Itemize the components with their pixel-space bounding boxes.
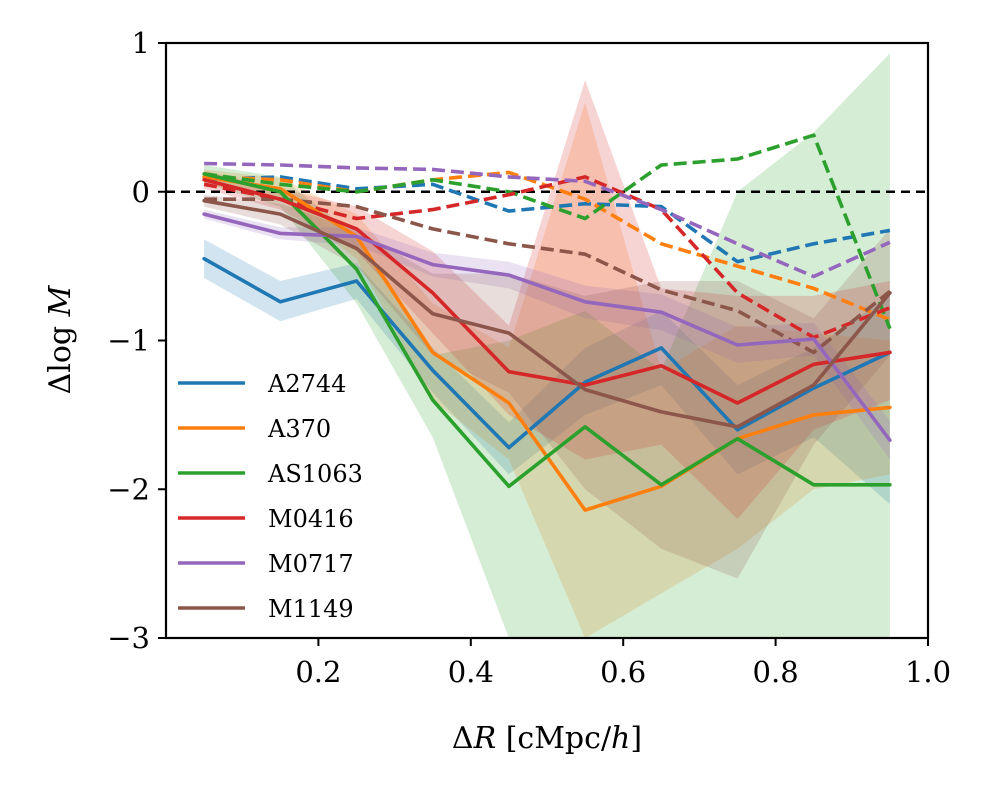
x-axis-title: ΔR [cMpc/h] <box>452 721 642 756</box>
dashed-series-layer <box>203 133 892 355</box>
dashed-line-m0717 <box>204 161 891 279</box>
x-title-delta: Δ <box>452 721 474 756</box>
band-m1149 <box>204 194 890 579</box>
band-m0717 <box>204 209 890 460</box>
y-tick-label: −1 <box>107 324 150 358</box>
x-tick-label: 0.8 <box>753 655 799 689</box>
dashed-line-a2744 <box>204 175 891 264</box>
legend-label-a2744: A2744 <box>267 370 346 398</box>
solid-line-m0717 <box>202 212 892 443</box>
y-tick-label: 0 <box>132 175 150 209</box>
y-tick-label: −2 <box>107 472 150 506</box>
y-tick-label: 1 <box>132 26 150 60</box>
x-title-close: ] <box>630 721 642 756</box>
y-title-space <box>43 316 78 326</box>
dashed-line-m1149 <box>204 197 892 355</box>
band-as1063 <box>204 53 890 638</box>
legend: A2744 A370 AS1063 M0416 M0717 M1149 <box>178 370 363 623</box>
band-a370 <box>204 102 890 638</box>
solid-line-m1149 <box>202 198 892 429</box>
y-axis-ticks: −3 −2 −1 0 1 <box>107 26 166 655</box>
solid-line-m0416 <box>202 178 892 405</box>
legend-label-as1063: AS1063 <box>267 460 363 488</box>
y-axis-title: Δlog M <box>43 284 78 394</box>
dashed-line-m0416 <box>203 175 891 340</box>
x-tick-label: 0.4 <box>448 655 494 689</box>
legend-label-m0416: M0416 <box>268 505 354 533</box>
x-tick-label: 1.0 <box>905 655 951 689</box>
y-title-log: log <box>43 326 78 373</box>
legend-label-a370: A370 <box>267 415 331 443</box>
solid-series-layer <box>202 172 892 512</box>
solid-line-a2744 <box>202 256 892 450</box>
legend-label-m1149: M1149 <box>268 595 354 623</box>
x-axis-ticks: 0.2 0.4 0.6 0.8 1.0 <box>295 638 951 689</box>
y-title-var: M <box>43 284 78 317</box>
y-tick-label: −3 <box>107 621 150 655</box>
x-title-var: R <box>473 721 497 756</box>
x-tick-label: 0.6 <box>600 655 646 689</box>
x-title-h: h <box>611 721 630 756</box>
x-title-unit: [cMpc/ <box>496 721 612 756</box>
x-tick-label: 0.2 <box>295 655 341 689</box>
dashed-line-as1063 <box>203 133 892 330</box>
y-title-delta: Δ <box>43 373 78 395</box>
legend-label-m0717: M0717 <box>268 550 354 578</box>
